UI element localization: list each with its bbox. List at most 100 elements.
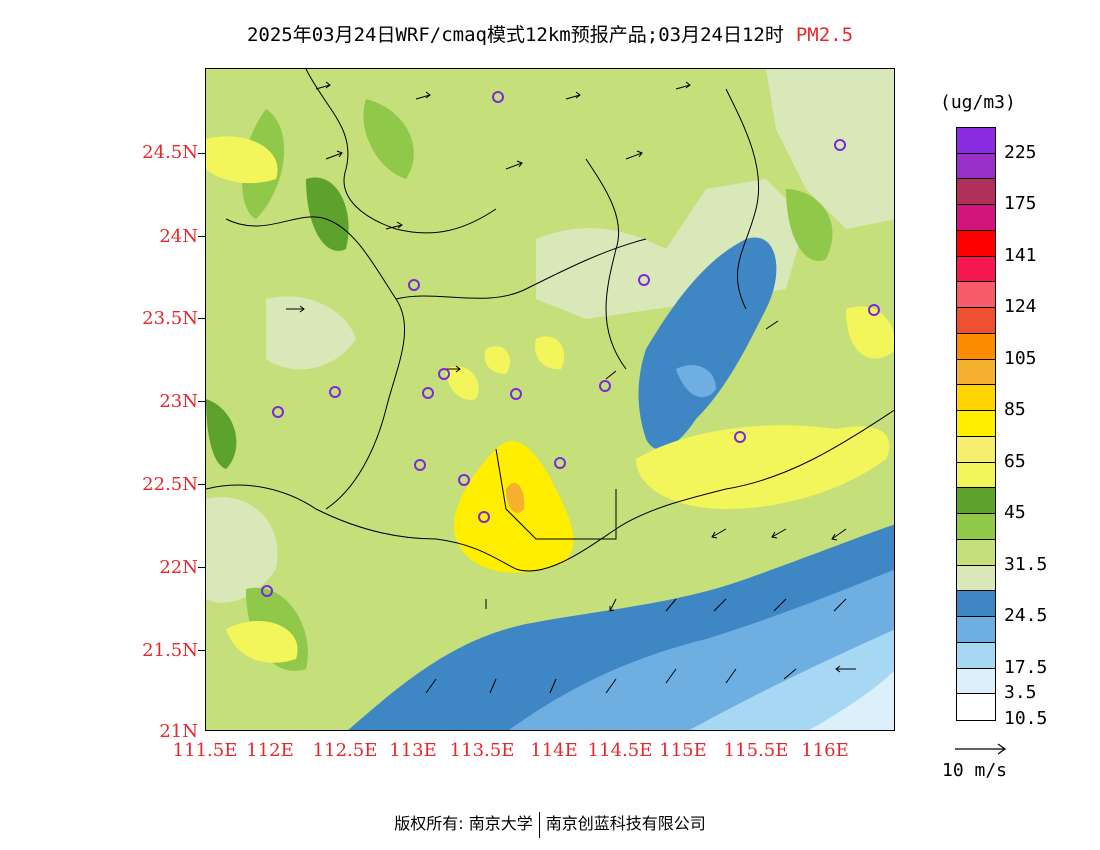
footer-separator (538, 811, 540, 838)
legend-swatch (957, 179, 995, 206)
low-pm-region (766, 69, 894, 229)
legend-label: 124 (1004, 296, 1037, 318)
legend-swatch (957, 668, 995, 695)
legend-swatch (957, 282, 995, 309)
lon-label: 114.5E (587, 740, 653, 761)
city-boundary (495, 448, 617, 540)
title-text: 2025年03月24日WRF/cmaq模式12km预报产品;03月24日12时 (246, 24, 784, 46)
legend-swatch (957, 411, 995, 437)
wind-scale-arrow (955, 743, 1007, 755)
lat-tick (198, 650, 206, 651)
ocean-lightest (809, 670, 894, 730)
legend-label: 24.5 (1004, 605, 1048, 627)
province-boundary (725, 88, 760, 310)
legend-swatch (957, 205, 995, 231)
high-pm-region (484, 346, 510, 374)
high-green-region (206, 399, 237, 469)
province-boundary (585, 158, 627, 370)
province-boundary (395, 238, 647, 300)
legend-swatch (957, 462, 995, 489)
high-green-region (306, 177, 349, 251)
legend-label: 45 (1004, 502, 1026, 524)
ocean-light (689, 629, 894, 730)
species-label: PM2.5 (795, 24, 854, 46)
lat-tick (198, 484, 206, 485)
legend-label: 225 (1004, 141, 1037, 163)
legend-swatch (957, 539, 995, 566)
lat-tick (198, 567, 206, 568)
wind-vectors (286, 81, 856, 694)
legend-swatch (957, 642, 995, 669)
map-canvas (206, 69, 894, 730)
lat-label-21-5: 21.5N (142, 640, 198, 661)
copyright-footer: 版权所有: 南京大学 南京创蓝科技有限公司 (0, 810, 1100, 838)
legend-label: 141 (1004, 244, 1037, 266)
lon-label: 116E (801, 740, 849, 761)
lat-tick (198, 236, 206, 237)
lat-label-24: 24N (159, 226, 198, 247)
legend-swatch (957, 359, 995, 386)
copyright-left: 版权所有: 南京大学 (394, 814, 533, 833)
legend-swatch (957, 617, 995, 643)
mid-pm-region (363, 99, 414, 179)
map-title: 2025年03月24日WRF/cmaq模式12km预报产品;03月24日12时 P… (0, 20, 1100, 47)
high-pm-region (636, 425, 890, 509)
legend-swatch (957, 308, 995, 334)
lat-label-22: 22N (159, 557, 198, 578)
legend-swatch (957, 256, 995, 283)
legend-swatch (957, 436, 995, 463)
very-high-pm-spot (506, 482, 525, 513)
low-pm-blue-region (676, 365, 716, 398)
legend-swatch (957, 333, 995, 360)
lat-tick (198, 318, 206, 319)
legend-label: 31.5 (1004, 553, 1048, 575)
legend-label: 65 (1004, 450, 1026, 472)
lat-tick (198, 153, 206, 154)
low-pm-region (266, 296, 356, 370)
monitoring-sites (261, 91, 880, 597)
legend-swatch (957, 591, 995, 618)
legend-label: 85 (1004, 399, 1026, 421)
high-pm-region (846, 306, 894, 359)
lat-label-21: 21N (159, 721, 198, 742)
coastline (206, 409, 894, 572)
legend-swatch (957, 488, 995, 515)
legend-label: 175 (1004, 193, 1037, 215)
legend-swatch (957, 230, 995, 257)
low-pm-region (206, 497, 278, 603)
province-boundary (305, 69, 497, 234)
high-pm-region (226, 620, 298, 663)
legend-swatch (957, 153, 995, 180)
legend-label: 17.5 (1004, 656, 1048, 678)
lat-label-24-5: 24.5N (142, 142, 198, 163)
mid-pm-region (786, 189, 833, 261)
high-pm-region (535, 336, 565, 370)
legend-swatch (957, 385, 995, 412)
lat-label-23-5: 23.5N (142, 308, 198, 329)
legend-swatch (957, 694, 995, 720)
lat-label-22-5: 22.5N (142, 474, 198, 495)
lat-label-23: 23N (159, 391, 198, 412)
legend-swatch (957, 128, 995, 154)
pm25-map (205, 68, 895, 731)
lon-label: 112E (246, 740, 294, 761)
legend-swatch (957, 565, 995, 592)
lon-label: 113.5E (449, 740, 515, 761)
lon-label: 115.5E (723, 740, 789, 761)
legend-label: 10.5 (1004, 708, 1048, 729)
legend-swatch (957, 514, 995, 540)
legend-label: 105 (1004, 347, 1037, 369)
lat-tick (198, 401, 206, 402)
longitude-axis: 111.5E 112E 112.5E 113E 113.5E 114E 114.… (170, 740, 870, 764)
lon-label: 113E (389, 740, 437, 761)
high-pm-region (206, 136, 278, 184)
lon-label: 114E (530, 740, 578, 761)
copyright-right: 南京创蓝科技有限公司 (545, 814, 706, 833)
legend-label: 3.5 (1004, 682, 1037, 704)
high-pm-region (446, 366, 479, 400)
lon-label: 111.5E (172, 740, 238, 761)
color-legend (956, 127, 996, 721)
legend-unit: (ug/m3) (940, 92, 1016, 113)
wind-scale-label: 10 m/s (942, 760, 1008, 781)
lon-label: 115E (659, 740, 707, 761)
